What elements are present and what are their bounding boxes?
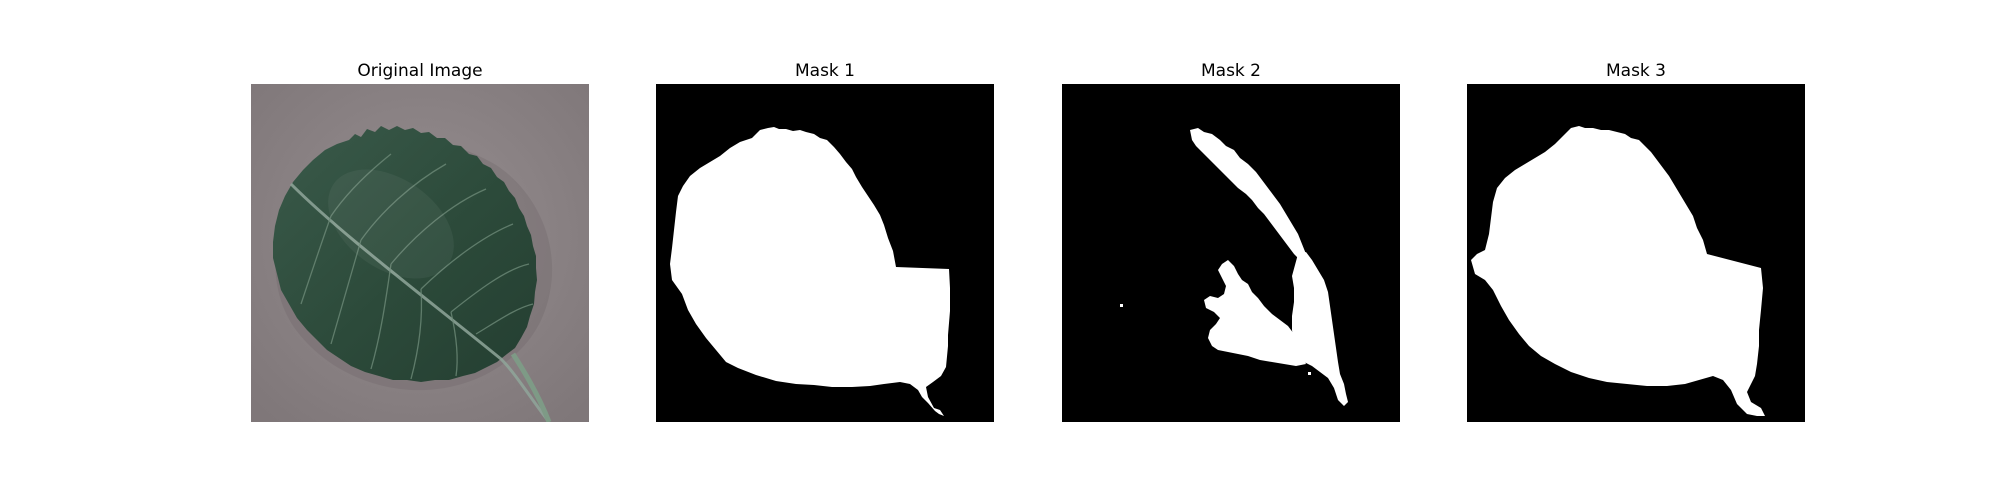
panel-title: Mask 1 xyxy=(794,61,855,81)
original-leaf-image xyxy=(251,84,589,422)
mask-3-image xyxy=(1467,84,1805,422)
panel-original-image: Original Image xyxy=(251,58,589,422)
leaf-petiole xyxy=(510,352,552,422)
leaf-veins xyxy=(300,153,534,380)
leaf-midrib xyxy=(289,182,551,422)
mask-3-canvas xyxy=(1467,84,1805,422)
mask-3-foreground xyxy=(1471,126,1765,416)
panel-title: Mask 2 xyxy=(1200,61,1261,81)
mask-background xyxy=(1062,84,1400,422)
mask-2-foreground xyxy=(1120,128,1348,406)
panel-title: Mask 3 xyxy=(1605,61,1666,81)
panel-mask-3: Mask 3 xyxy=(1467,58,1805,422)
mask-1-image xyxy=(656,84,994,422)
mask-1-canvas xyxy=(656,84,994,422)
mask-2-canvas xyxy=(1062,84,1400,422)
mask-1-foreground xyxy=(670,127,950,416)
mask-2-image xyxy=(1062,84,1400,422)
panel-mask-1: Mask 1 xyxy=(656,58,994,422)
leaf-photo xyxy=(251,84,589,422)
panel-mask-2: Mask 2 xyxy=(1062,58,1400,422)
panel-title: Original Image xyxy=(357,61,483,81)
